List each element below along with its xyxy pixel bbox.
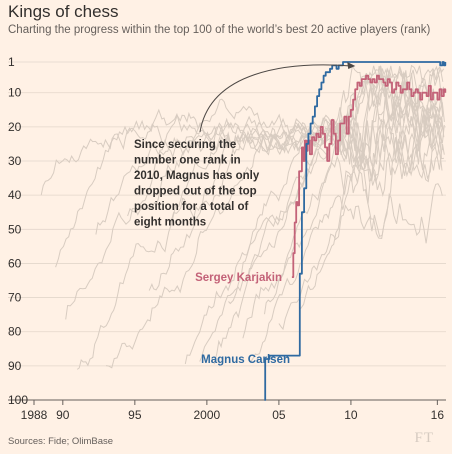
- annotation: Sergey Karjakin Magnus Carlsen Since secur…: [134, 62, 356, 366]
- y-tick-label: 40: [8, 188, 22, 202]
- annotation-line: position for a total of: [134, 201, 249, 213]
- x-tick-label: 95: [128, 408, 142, 422]
- x-tick-label: 05: [272, 408, 286, 422]
- y-axis-ticks: 1 10 20 30 40 50 60 70 80 90 100: [8, 55, 28, 407]
- other-players-lines: [40, 64, 445, 370]
- x-tick-label: 1988: [21, 408, 48, 422]
- other-player-line: [199, 81, 444, 362]
- other-player-line: [264, 103, 443, 315]
- x-tick-label: 90: [56, 408, 70, 422]
- annotation-line: eight months: [134, 217, 206, 229]
- y-tick-label: 100: [8, 393, 28, 407]
- y-tick-label: 10: [8, 86, 22, 100]
- other-player-line: [242, 147, 443, 339]
- other-player-line: [278, 88, 445, 331]
- y-tick-label: 50: [8, 222, 22, 236]
- other-player-line: [127, 65, 445, 217]
- x-tick-label: 10: [344, 408, 358, 422]
- y-tick-label: 20: [8, 120, 22, 134]
- karjakin-label: Sergey Karjakin: [195, 272, 282, 284]
- annotation-line: 2010, Magnus has only: [134, 170, 260, 182]
- other-player-line: [249, 116, 443, 363]
- other-player-line: [184, 64, 443, 365]
- other-player-line: [148, 102, 445, 291]
- carlsen-line: [264, 61, 447, 401]
- annotation-arrow: [199, 64, 352, 133]
- ft-logo: FT: [414, 430, 434, 446]
- highlighted-lines: [264, 61, 447, 401]
- annotation-line: dropped out of the top: [134, 186, 257, 198]
- y-tick-label: 60: [8, 256, 22, 270]
- other-player-line: [76, 77, 444, 370]
- x-tick-label: 16: [431, 408, 445, 422]
- annotation-line: number one rank in: [134, 155, 241, 167]
- source-note: Sources: Fide; OlimBase: [8, 436, 114, 447]
- y-tick-label: 70: [8, 291, 22, 305]
- other-player-line: [170, 86, 445, 223]
- chart-title: Kings of chess: [8, 2, 119, 21]
- other-player-line: [228, 64, 444, 305]
- y-tick-label: 1: [8, 55, 15, 69]
- chart-subtitle: Charting the progress within the top 100…: [8, 24, 431, 36]
- annotation-arrowhead: [347, 62, 356, 69]
- other-player-line: [300, 72, 443, 310]
- gridlines: [8, 61, 446, 401]
- x-tick-label: 2000: [194, 408, 221, 422]
- y-tick-label: 30: [8, 154, 22, 168]
- y-tick-label: 80: [8, 325, 22, 339]
- carlsen-label: Magnus Carlsen: [201, 354, 290, 366]
- x-axis-ticks: 1988 90 95 2000 05 10 16: [21, 400, 445, 422]
- annotation-line: Since securing the: [134, 139, 236, 151]
- y-tick-label: 90: [8, 359, 22, 373]
- karjakin-line: [291, 74, 447, 278]
